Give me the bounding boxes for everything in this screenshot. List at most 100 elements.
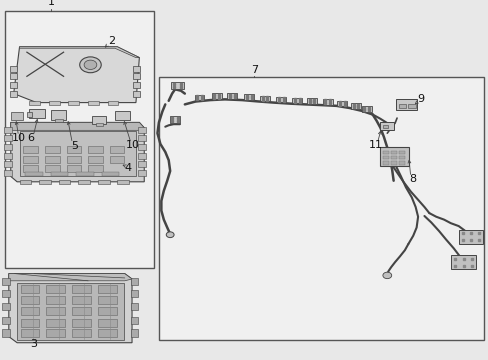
Bar (227, 93, 237, 99)
Bar (78, 180, 90, 184)
Bar (46, 296, 65, 304)
Bar (276, 97, 285, 102)
Bar (2, 303, 10, 310)
Bar (98, 329, 117, 337)
Bar (131, 303, 138, 310)
Text: 3: 3 (30, 339, 37, 349)
Bar (46, 319, 65, 327)
Bar (11, 112, 23, 120)
Bar (51, 172, 68, 176)
Bar (72, 319, 91, 327)
Bar (211, 94, 221, 99)
Bar (390, 161, 396, 165)
Bar (20, 307, 39, 315)
Bar (138, 161, 145, 167)
Bar (115, 111, 130, 120)
Bar (380, 147, 408, 166)
Bar (194, 95, 204, 100)
Text: 10: 10 (12, 133, 25, 143)
Bar (2, 329, 10, 337)
Bar (398, 161, 404, 165)
Bar (98, 285, 117, 293)
Bar (23, 156, 38, 163)
Bar (131, 317, 138, 324)
Bar (66, 146, 81, 153)
Bar (45, 146, 60, 153)
Bar (131, 278, 138, 285)
Bar (133, 73, 140, 79)
Bar (23, 165, 38, 172)
Text: 8: 8 (409, 174, 416, 184)
Bar (39, 180, 51, 184)
Bar (20, 296, 39, 304)
Polygon shape (14, 47, 139, 103)
Bar (4, 144, 12, 150)
Bar (133, 66, 140, 72)
Bar (260, 96, 269, 101)
Bar (49, 101, 60, 105)
Text: 9: 9 (416, 94, 423, 104)
Bar (55, 119, 63, 122)
Bar (2, 317, 10, 324)
Text: 1: 1 (48, 0, 55, 7)
Bar (20, 131, 136, 176)
Bar (4, 170, 12, 176)
Bar (10, 91, 17, 97)
Bar (68, 101, 79, 105)
Bar (306, 98, 316, 104)
Bar (72, 307, 91, 315)
Bar (398, 104, 405, 108)
Bar (4, 127, 12, 133)
Bar (4, 153, 12, 159)
Bar (10, 82, 17, 88)
Bar (5, 11, 154, 268)
Bar (98, 180, 109, 184)
Bar (92, 116, 105, 124)
Text: 5: 5 (71, 141, 78, 151)
Polygon shape (9, 274, 132, 343)
Bar (23, 146, 38, 153)
Bar (10, 73, 17, 79)
Bar (98, 307, 117, 315)
Bar (10, 66, 17, 72)
Bar (382, 125, 387, 128)
Bar (390, 156, 396, 159)
Bar (46, 307, 65, 315)
Bar (88, 165, 102, 172)
Bar (458, 230, 482, 244)
Bar (109, 146, 124, 153)
Bar (98, 296, 117, 304)
Bar (450, 255, 475, 269)
Bar (29, 101, 40, 105)
Bar (107, 101, 118, 105)
Bar (390, 151, 396, 154)
Bar (138, 144, 145, 150)
Bar (4, 161, 12, 167)
Bar (171, 82, 183, 89)
Bar (138, 135, 145, 141)
Bar (109, 156, 124, 163)
Bar (72, 285, 91, 293)
Text: 11: 11 (368, 140, 382, 150)
Bar (66, 165, 81, 172)
Polygon shape (11, 122, 144, 182)
Bar (88, 156, 102, 163)
Bar (88, 101, 99, 105)
Bar (383, 156, 388, 159)
Bar (361, 106, 371, 112)
Bar (395, 99, 416, 110)
Bar (20, 180, 31, 184)
Circle shape (84, 60, 97, 69)
Bar (96, 123, 102, 126)
Bar (27, 112, 32, 117)
Bar (66, 156, 81, 163)
Text: 10: 10 (126, 140, 140, 150)
Bar (398, 151, 404, 154)
Bar (72, 329, 91, 337)
Polygon shape (11, 122, 144, 130)
Bar (380, 122, 393, 130)
Bar (350, 103, 360, 109)
Bar (46, 285, 65, 293)
Bar (138, 153, 145, 159)
Bar (131, 290, 138, 297)
